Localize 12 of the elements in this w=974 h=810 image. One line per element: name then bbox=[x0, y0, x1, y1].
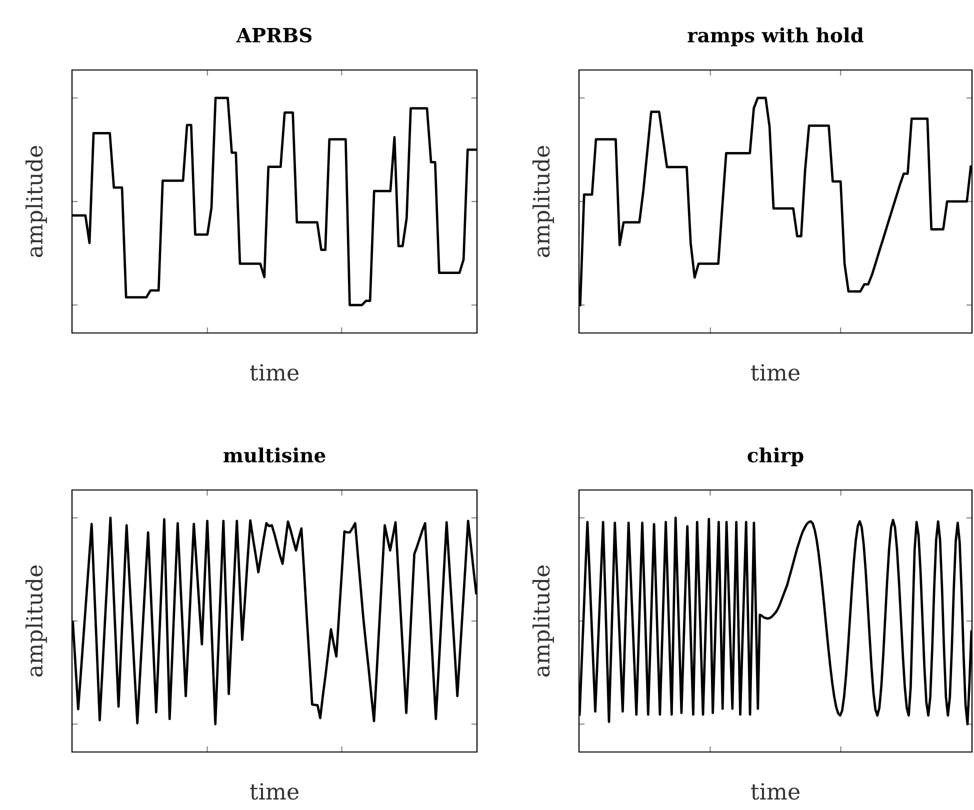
x-axis-title: time bbox=[250, 364, 299, 381]
chart-title: ramps with hold bbox=[688, 27, 864, 46]
y-axis-title: amplitude bbox=[532, 146, 554, 258]
x-axis-title: time bbox=[751, 364, 800, 381]
chart-title: chirp bbox=[748, 447, 804, 466]
chart-title: APRBS bbox=[236, 28, 312, 42]
chart-title: multisine bbox=[224, 447, 326, 462]
y-axis-title: amplitude bbox=[25, 565, 47, 677]
y-axis-title: amplitude bbox=[25, 146, 47, 258]
x-axis-title: time bbox=[751, 783, 800, 800]
x-axis-title: time bbox=[250, 783, 299, 800]
y-axis-title: amplitude bbox=[532, 565, 554, 677]
